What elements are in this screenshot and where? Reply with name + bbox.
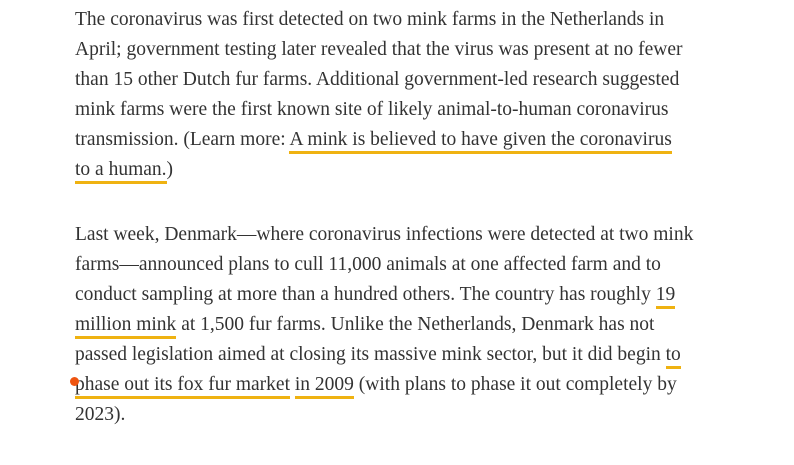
text-line: than 15 other Dutch fur farms. Additiona… xyxy=(75,65,751,95)
text-line: million mink at 1,500 fur farms. Unlike … xyxy=(75,310,751,340)
text-line: mink farms were the first known site of … xyxy=(75,95,751,125)
text-segment: 2023). xyxy=(75,404,126,425)
text-segment: than 15 other Dutch fur farms. Additiona… xyxy=(75,69,680,90)
text-segment: at 1,500 fur farms. Unlike the Netherlan… xyxy=(176,314,655,335)
link-mink-to-human[interactable]: A mink is believed to have given the cor… xyxy=(289,129,672,154)
link-phase-out-fox-fur[interactable]: phase out its fox fur market xyxy=(75,374,290,399)
text-segment: (with plans to phase it out completely b… xyxy=(353,374,677,395)
text-segment: ) xyxy=(166,159,174,180)
text-segment: April; government testing later revealed… xyxy=(75,39,683,60)
link-19-million-mink[interactable]: 19 xyxy=(655,284,676,309)
text-segment: farms—announced plans to cull 11,000 ani… xyxy=(75,254,661,275)
paragraph: The coronavirus was first detected on tw… xyxy=(75,5,751,185)
text-line: April; government testing later revealed… xyxy=(75,35,751,65)
link-19-million-mink[interactable]: million mink xyxy=(75,314,177,339)
text-line: 2023). xyxy=(75,400,751,430)
link-phase-out-fox-fur[interactable]: to xyxy=(665,344,681,369)
text-line: transmission. (Learn more: A mink is bel… xyxy=(75,125,751,155)
text-segment: The coronavirus was first detected on tw… xyxy=(75,9,665,30)
text-segment: conduct sampling at more than a hundred … xyxy=(75,284,656,305)
text-line: to a human.) xyxy=(75,155,751,185)
text-segment: passed legislation aimed at closing its … xyxy=(75,344,666,365)
text-segment: transmission. (Learn more: xyxy=(75,129,290,150)
text-line: passed legislation aimed at closing its … xyxy=(75,340,751,370)
text-line: conduct sampling at more than a hundred … xyxy=(75,280,751,310)
text-line: phase out its fox fur market in 2009 (wi… xyxy=(75,370,751,400)
text-segment: mink farms were the first known site of … xyxy=(75,99,669,120)
orange-dot-marker xyxy=(70,377,79,386)
text-line: farms—announced plans to cull 11,000 ani… xyxy=(75,250,751,280)
link-in-2009[interactable]: in 2009 xyxy=(294,374,354,399)
article-body: The coronavirus was first detected on tw… xyxy=(75,5,751,465)
link-mink-to-human[interactable]: to a human. xyxy=(75,159,167,184)
text-segment: Last week, Denmark—where coronavirus inf… xyxy=(75,224,694,245)
text-line: Last week, Denmark—where coronavirus inf… xyxy=(75,220,751,250)
paragraph: Last week, Denmark—where coronavirus inf… xyxy=(75,220,751,430)
text-line: The coronavirus was first detected on tw… xyxy=(75,5,751,35)
